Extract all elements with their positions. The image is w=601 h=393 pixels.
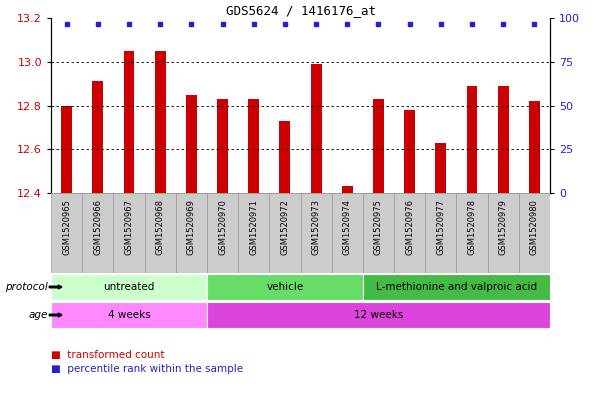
Bar [332,193,363,273]
Bar [269,193,300,273]
Bar [186,95,197,193]
Text: GSM1520978: GSM1520978 [468,199,477,255]
Text: GSM1520980: GSM1520980 [530,199,539,255]
Text: GSM1520966: GSM1520966 [93,199,102,255]
Text: GSM1520971: GSM1520971 [249,199,258,255]
Bar [426,193,456,273]
Text: 4 weeks: 4 weeks [108,310,150,320]
Bar [207,302,550,328]
Text: GSM1520975: GSM1520975 [374,199,383,255]
Text: GSM1520969: GSM1520969 [187,199,196,255]
Bar [82,193,114,273]
Bar [207,193,238,273]
Text: GSM1520977: GSM1520977 [436,199,445,255]
Bar [456,193,487,273]
Text: untreated: untreated [103,282,154,292]
Bar [124,51,135,193]
Text: vehicle: vehicle [266,282,304,292]
Bar [466,86,477,193]
Bar [487,193,519,273]
Text: GSM1520973: GSM1520973 [311,199,320,255]
Bar [404,110,415,193]
Bar [114,193,145,273]
Bar [145,193,176,273]
Bar [279,121,290,193]
Text: ■  percentile rank within the sample: ■ percentile rank within the sample [51,364,243,374]
Text: GSM1520979: GSM1520979 [499,199,508,255]
Bar [373,99,384,193]
Bar [238,193,269,273]
Bar [51,302,207,328]
Bar [154,51,166,193]
Bar [176,193,207,273]
Text: 12 weeks: 12 weeks [354,310,403,320]
Bar [300,193,332,273]
Text: GSM1520970: GSM1520970 [218,199,227,255]
Bar [51,193,82,273]
Bar [93,81,103,193]
Text: GSM1520968: GSM1520968 [156,199,165,255]
Bar [394,193,426,273]
Text: GSM1520965: GSM1520965 [62,199,71,255]
Text: GSM1520967: GSM1520967 [124,199,133,255]
Bar [248,99,259,193]
Text: ■  transformed count: ■ transformed count [51,351,165,360]
Bar [529,101,540,193]
Bar [311,64,322,193]
Bar [363,193,394,273]
Text: GSM1520974: GSM1520974 [343,199,352,255]
Bar [51,274,207,299]
Bar [61,105,72,193]
Title: GDS5624 / 1416176_at: GDS5624 / 1416176_at [225,4,376,17]
Bar [363,274,550,299]
Bar [342,186,353,193]
Bar [498,86,508,193]
Bar [435,143,447,193]
Text: protocol: protocol [5,282,48,292]
Text: GSM1520976: GSM1520976 [405,199,414,255]
Text: age: age [29,310,48,320]
Bar [519,193,550,273]
Bar [217,99,228,193]
Bar [207,274,363,299]
Text: GSM1520972: GSM1520972 [281,199,290,255]
Text: L-methionine and valproic acid: L-methionine and valproic acid [376,282,537,292]
